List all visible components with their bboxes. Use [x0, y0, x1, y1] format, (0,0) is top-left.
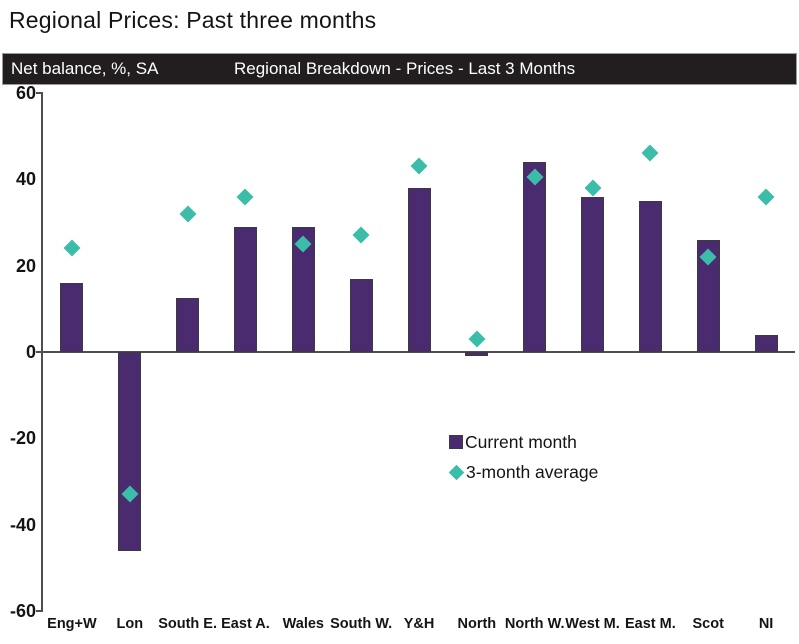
- chart-header-bar: Net balance, %, SA Regional Breakdown - …: [2, 53, 797, 85]
- three-month-average-diamond-icon: [448, 464, 465, 480]
- legend-item-current-month: Current month: [449, 427, 598, 457]
- x-category-label-North W.: North W.: [504, 616, 565, 632]
- diamond-marker-East A.: [236, 188, 254, 206]
- y-tick-label-40: 40: [15, 169, 36, 190]
- bar-Wales: [291, 226, 315, 352]
- y-axis-tick-0: [36, 351, 43, 353]
- legend-item-3-month-average: 3-month average: [448, 457, 599, 487]
- bar-chart-plot-area: 60 40 20 0 -20 -40 -60 Eng+W Lon South E. East A. W…: [0, 83, 799, 644]
- bar-Y&H: [407, 187, 431, 352]
- diamond-marker-West M.: [584, 179, 602, 197]
- bar-West M.: [581, 196, 605, 352]
- bar-East A.: [233, 226, 257, 352]
- y-axis-units-label: Net balance, %, SA: [11, 59, 159, 78]
- x-category-label-East A.: East A.: [221, 616, 270, 632]
- x-category-label-East M.: East M.: [624, 616, 676, 632]
- diamond-marker-NI: [757, 188, 775, 206]
- x-category-label-NI: NI: [758, 616, 774, 632]
- bar-South W.: [349, 278, 373, 352]
- y-tick-label--60: -60: [9, 601, 36, 621]
- y-tick-label-0: 0: [25, 342, 36, 362]
- diamond-marker-East M.: [641, 144, 659, 162]
- x-category-label-Scot: Scot: [692, 616, 724, 632]
- bar-Eng+W: [60, 282, 84, 352]
- diamond-marker-South W.: [352, 226, 370, 244]
- x-category-label-North: North: [457, 616, 497, 632]
- y-tick-label--20: -20: [9, 428, 36, 449]
- legend-label-current-month: Current month: [465, 431, 577, 452]
- page-title: Regional Prices: Past three months: [9, 7, 377, 33]
- diamond-marker-Eng+W: [63, 239, 81, 257]
- x-category-label-South E.: South E.: [158, 616, 218, 632]
- bar-North: [465, 352, 489, 357]
- x-category-label-Eng+W: Eng+W: [47, 616, 97, 632]
- bar-East M.: [638, 200, 662, 352]
- diamond-marker-South E.: [179, 205, 197, 223]
- y-axis-tick-60: [36, 92, 43, 94]
- chart-subtitle: Regional Breakdown - Prices - Last 3 Mon…: [234, 59, 576, 78]
- x-category-label-South W.: South W.: [330, 616, 393, 632]
- y-tick-label-20: 20: [15, 255, 36, 276]
- bar-NI: [754, 334, 778, 352]
- x-category-label-Wales: Wales: [282, 616, 324, 632]
- y-tick-label-60: 60: [15, 83, 36, 103]
- x-category-label-West M.: West M.: [565, 616, 620, 632]
- bar-Scot: [696, 239, 720, 352]
- y-axis-tick--60: [36, 610, 43, 612]
- diamond-marker-Y&H: [410, 157, 428, 175]
- diamond-marker-North: [468, 330, 486, 348]
- current-month-swatch-icon: [449, 435, 463, 449]
- x-category-label-Lon: Lon: [116, 616, 144, 632]
- bar-Lon: [118, 352, 142, 551]
- y-tick-label--40: -40: [9, 514, 36, 535]
- bar-South E.: [176, 298, 200, 352]
- x-category-label-Y&H: Y&H: [403, 616, 435, 632]
- chart-legend: Current month 3-month average: [448, 427, 599, 487]
- zero-baseline: [43, 351, 795, 353]
- legend-label-3-month-average: 3-month average: [466, 461, 599, 482]
- bar-North W.: [523, 162, 547, 352]
